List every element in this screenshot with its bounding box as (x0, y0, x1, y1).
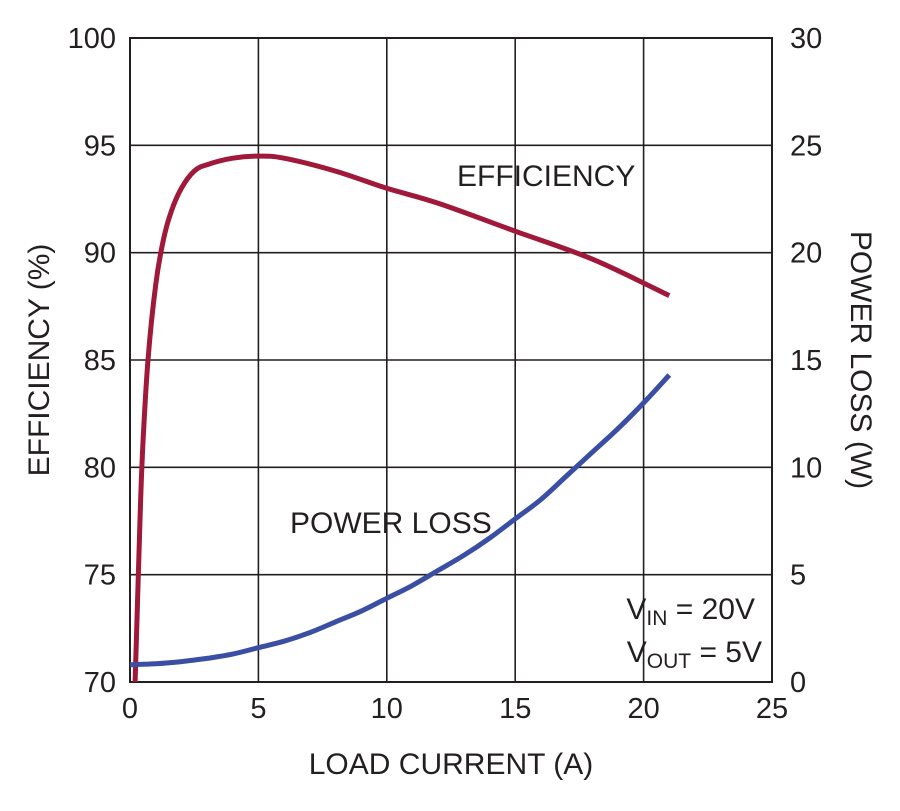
x-tick-label: 20 (627, 693, 659, 725)
plot-frame (129, 37, 773, 683)
y-right-tick-label: 15 (790, 345, 822, 377)
vin-subscript: IN (646, 607, 667, 630)
y-left-tick-label: 100 (68, 23, 116, 55)
vin-symbol: V (626, 593, 646, 626)
y-right-tick-label: 10 (790, 452, 822, 484)
x-axis-title: LOAD CURRENT (A) (309, 748, 593, 781)
y-right-tick-label: 25 (790, 130, 822, 162)
y-right-tick-label: 30 (790, 23, 822, 55)
vout-subscript: OUT (647, 650, 692, 673)
x-tick-label: 10 (371, 693, 403, 725)
power-loss-series-line (129, 373, 672, 668)
vout-condition-label: VOUT = 5V (627, 636, 762, 673)
vout-symbol: V (627, 636, 647, 669)
grid-lines (130, 38, 772, 682)
efficiency-series-label: EFFICIENCY (457, 160, 635, 193)
y-left-tick-label: 75 (84, 560, 116, 592)
y-right-axis-title: POWER LOSS (W) (844, 231, 877, 489)
efficiency-series-line (132, 153, 671, 683)
power-loss-series-label: POWER LOSS (290, 507, 492, 540)
y-right-tick-label: 20 (790, 238, 822, 270)
vout-value: = 5V (691, 636, 762, 669)
x-tick-label: 25 (756, 693, 788, 725)
vin-value: = 20V (667, 593, 755, 626)
x-tick-label: 0 (122, 693, 138, 725)
y-left-tick-label: 90 (84, 238, 116, 270)
y-right-tick-label: 5 (790, 560, 806, 592)
x-tick-label: 15 (499, 693, 531, 725)
y-right-tick-label: 0 (790, 667, 806, 699)
y-left-tick-label: 80 (84, 452, 116, 484)
y-left-tick-label: 85 (84, 345, 116, 377)
y-left-axis-title: EFFICIENCY (%) (23, 244, 56, 477)
vin-condition-label: VIN = 20V (626, 593, 755, 630)
y-left-tick-label: 70 (84, 667, 116, 699)
series-layer (129, 153, 672, 683)
y-left-tick-label: 95 (84, 130, 116, 162)
x-tick-label: 5 (250, 693, 266, 725)
